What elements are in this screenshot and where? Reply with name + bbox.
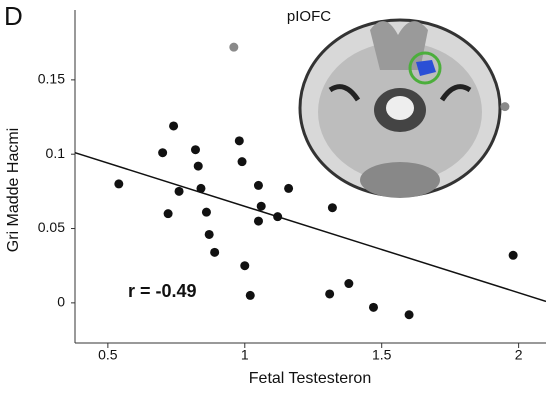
point xyxy=(405,310,414,319)
point xyxy=(202,208,211,217)
chart: D pIOFC r = -0.49 Fetal Testesteron Gri … xyxy=(0,0,546,392)
y-tick-label: 0.15 xyxy=(38,71,65,87)
y-tick-label: 0.05 xyxy=(38,219,65,235)
page: {"chart_data": {"type": "scatter", "pane… xyxy=(0,0,546,392)
point xyxy=(175,187,184,196)
point xyxy=(257,202,266,211)
point xyxy=(194,162,203,171)
panel-label: D xyxy=(4,1,23,31)
x-tick-label: 2 xyxy=(515,347,523,363)
y-axis-label: Gri Madde Hacmi xyxy=(5,128,22,252)
trend-line xyxy=(75,153,546,302)
annotation: r = -0.49 xyxy=(128,281,197,301)
point xyxy=(158,148,167,157)
point xyxy=(369,303,378,312)
point xyxy=(325,289,334,298)
point xyxy=(328,203,337,212)
point xyxy=(509,251,518,260)
x-axis-label: Fetal Testesteron xyxy=(249,370,371,387)
y-tick-label: 0.1 xyxy=(46,145,66,161)
point xyxy=(164,209,173,218)
image-label: pIOFC xyxy=(287,8,331,25)
brain-core xyxy=(386,96,414,120)
point xyxy=(238,157,247,166)
point xyxy=(191,145,200,154)
x-tick-label: 1 xyxy=(241,347,249,363)
point xyxy=(246,291,255,300)
x-tick-label: 0.5 xyxy=(98,347,118,363)
point xyxy=(344,279,353,288)
x-tick-label: 1.5 xyxy=(372,347,392,363)
point xyxy=(254,217,263,226)
point xyxy=(254,181,263,190)
point xyxy=(229,43,238,52)
point xyxy=(284,184,293,193)
point xyxy=(205,230,214,239)
point xyxy=(500,102,509,111)
brain-image xyxy=(300,20,500,198)
point xyxy=(273,212,282,221)
point xyxy=(196,184,205,193)
point xyxy=(235,136,244,145)
point xyxy=(240,261,249,270)
point xyxy=(169,121,178,130)
brain-cerebellum xyxy=(360,162,440,198)
point xyxy=(114,179,123,188)
point xyxy=(210,248,219,257)
y-tick-label: 0 xyxy=(57,294,65,310)
